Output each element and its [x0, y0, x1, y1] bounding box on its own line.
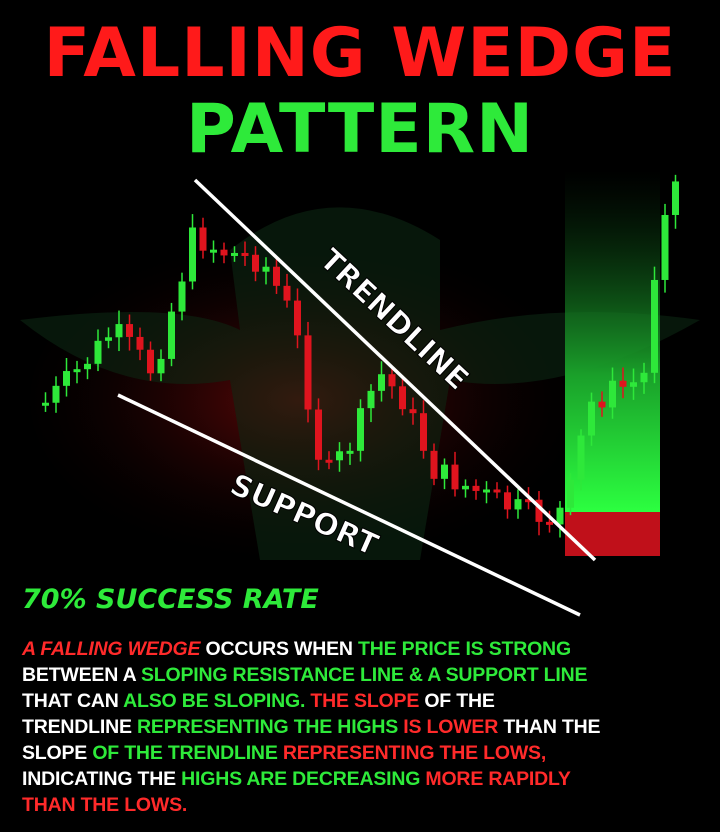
candle: [388, 374, 396, 387]
candle: [325, 459, 333, 463]
candle: [598, 401, 606, 408]
candle: [567, 479, 574, 508]
stop-zone: [565, 512, 660, 556]
candle: [199, 227, 207, 251]
candle: [630, 382, 637, 387]
title-line-2: PATTERN: [186, 90, 534, 169]
text-segment: SLOPING RESISTANCE LINE & A SUPPORT LINE: [140, 664, 588, 686]
candle: [231, 252, 238, 256]
description-line: THAN THE LOWS.: [22, 792, 712, 818]
candle: [84, 363, 91, 370]
candle: [472, 485, 480, 491]
text-segment: TRENDLINE: [22, 716, 132, 738]
candle: [577, 435, 585, 480]
description-line: INDICATING THE HIGHS ARE DECREASING MORE…: [22, 766, 712, 792]
candle: [640, 372, 648, 383]
candle: [273, 266, 280, 286]
candle: [126, 324, 133, 337]
candle: [189, 227, 196, 282]
text-segment: THAT CAN: [22, 690, 124, 712]
candle: [546, 521, 553, 525]
candle: [136, 336, 144, 350]
description: A FALLING WEDGE OCCURS WHEN THE PRICE IS…: [22, 636, 712, 818]
candle: [619, 380, 627, 387]
candle: [63, 371, 70, 386]
candle: [493, 489, 501, 493]
candle: [262, 266, 270, 272]
candle: [441, 464, 448, 479]
candle: [430, 450, 438, 479]
candle: [462, 485, 469, 490]
candle: [556, 507, 564, 525]
description-line: SLOPE OF THE TRENDLINE REPRESENTING THE …: [22, 740, 712, 766]
candle: [252, 254, 259, 272]
candle: [504, 492, 511, 510]
candle: [378, 374, 385, 391]
description-line: A FALLING WEDGE OCCURS WHEN THE PRICE IS…: [22, 636, 712, 662]
title-line-1: FALLING WEDGE: [43, 14, 677, 93]
candle: [525, 499, 532, 503]
text-segment: ALSO BE SLOPING.: [123, 690, 306, 712]
candle: [157, 358, 165, 374]
candle: [105, 337, 112, 341]
text-segment: REPRESENTING THE HIGHS: [131, 716, 399, 738]
candle: [336, 451, 343, 461]
candle: [42, 402, 49, 406]
description-line: BETWEEN A SLOPING RESISTANCE LINE & A SU…: [22, 662, 712, 688]
candle: [178, 281, 186, 312]
candle: [409, 409, 417, 414]
candle: [315, 409, 322, 460]
candle: [483, 489, 490, 493]
candle: [514, 499, 522, 510]
candle: [346, 450, 354, 454]
candle: [210, 249, 217, 253]
candle: [367, 390, 375, 409]
description-line: THAT CAN ALSO BE SLOPING. THE SLOPE OF T…: [22, 688, 712, 714]
text-segment: OF THE: [419, 690, 495, 712]
candle: [451, 464, 459, 490]
text-segment: MORE RAPIDLY: [420, 768, 571, 790]
candle: [168, 311, 175, 359]
description-line: TRENDLINE REPRESENTING THE HIGHS IS LOWE…: [22, 714, 712, 740]
support-line: [117, 393, 581, 617]
candle: [147, 349, 154, 374]
candle: [294, 300, 301, 336]
text-segment: OCCURS WHEN: [200, 638, 359, 660]
candle: [609, 380, 616, 408]
text-segment: HIGHS ARE DECREASING: [181, 768, 421, 790]
text-segment: THE PRICE IS STRONG: [358, 638, 571, 660]
candle: [661, 214, 669, 280]
text-segment: THAN THE LOWS.: [22, 794, 188, 816]
text-segment: OF THE TRENDLINE: [87, 742, 278, 764]
candle: [651, 279, 658, 373]
candle: [399, 386, 406, 410]
ghost-logo: [20, 207, 700, 560]
success-rate: 70% SUCCESS RATE: [22, 584, 319, 615]
candle: [283, 285, 291, 301]
candle: [115, 324, 123, 338]
candle: [220, 249, 228, 256]
text-segment: THE SLOPE: [305, 690, 420, 712]
candle: [357, 408, 364, 451]
candle: [73, 369, 81, 373]
text-segment: IS LOWER: [398, 716, 499, 738]
text-segment: REPRESENTING THE LOWS,: [277, 742, 547, 764]
candle: [52, 385, 60, 403]
text-segment: THAN THE: [498, 716, 601, 738]
text-segment: A FALLING WEDGE: [22, 638, 201, 660]
candle: [94, 340, 102, 364]
candle: [535, 499, 543, 522]
trendline: [193, 178, 597, 562]
candle: [420, 413, 427, 451]
candle: [241, 252, 249, 256]
candle: [588, 401, 595, 436]
text-segment: INDICATING THE: [22, 768, 182, 790]
candle: [304, 335, 312, 410]
candle: [672, 181, 679, 215]
text-segment: SLOPE: [22, 742, 88, 764]
text-segment: BETWEEN A: [22, 664, 141, 686]
